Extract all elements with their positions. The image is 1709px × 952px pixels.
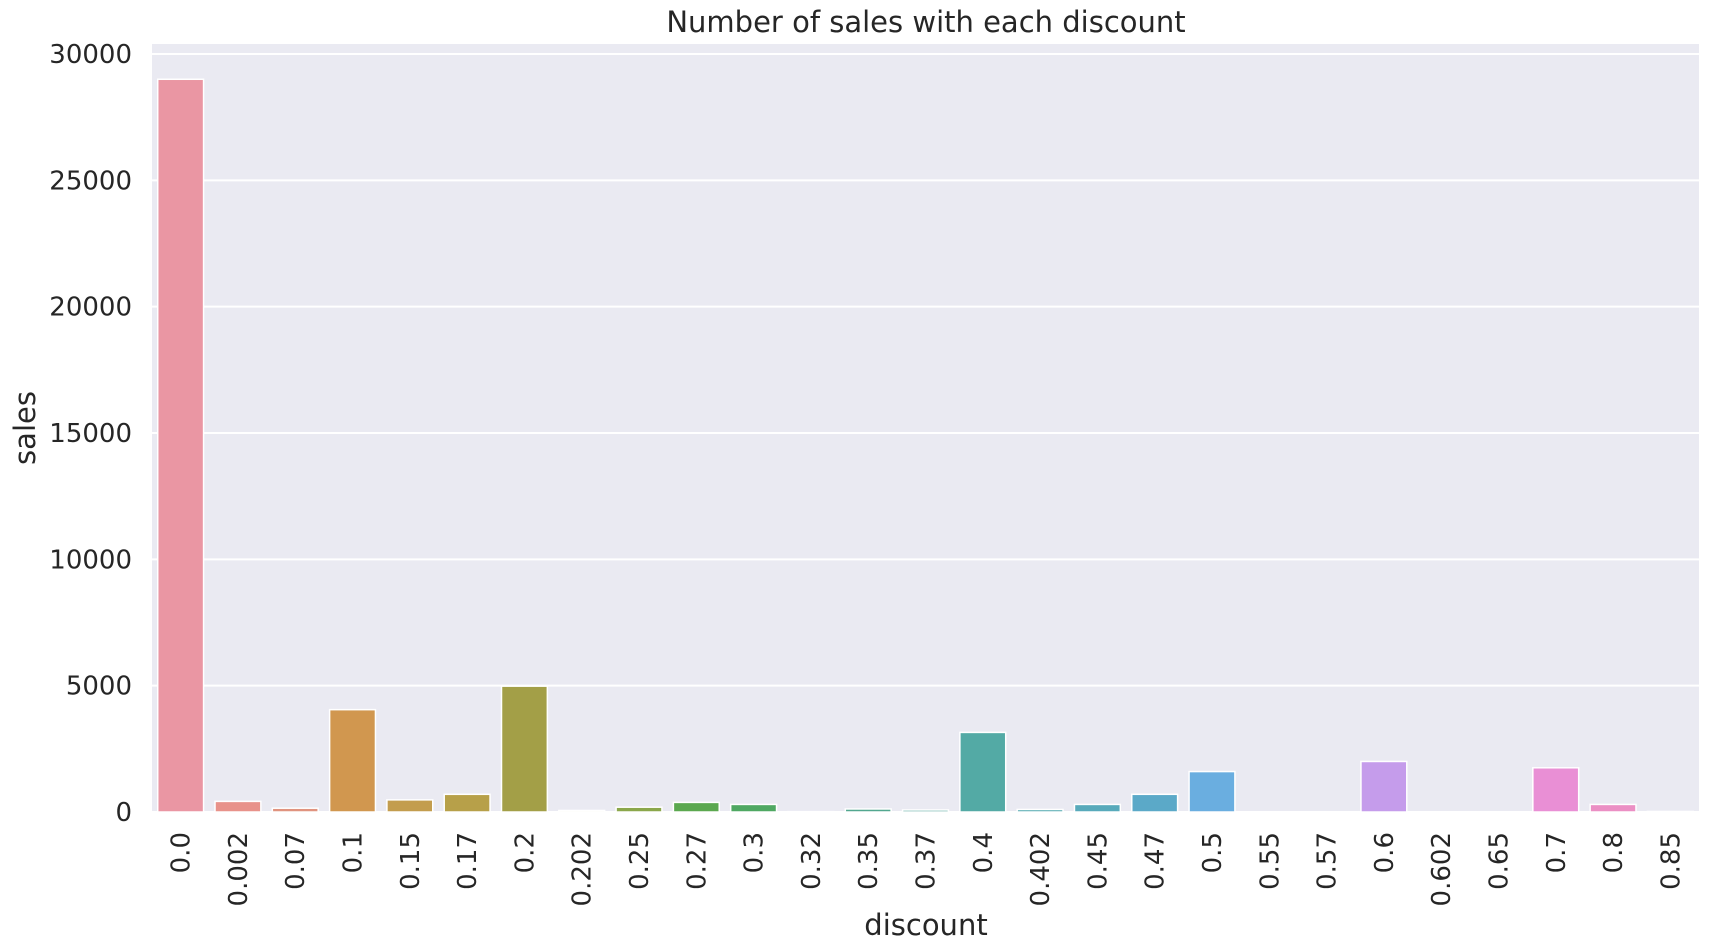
bar-0.402 [1016, 808, 1064, 813]
bar-0.25 [615, 806, 663, 813]
x-tick-labels: 0.0 0.002 0.07 0.1 0.15 0.17 0.2 0.202 0.25 0.27 0… [167, 832, 1687, 906]
bars [156, 78, 1695, 813]
x-tick-label: 0.1 [339, 832, 369, 873]
x-tick-label: 0.7 [1542, 832, 1572, 873]
x-tick-label: 0.85 [1656, 832, 1686, 890]
x-tick-label: 0.47 [1141, 832, 1171, 890]
x-tick-label: 0.17 [453, 832, 483, 890]
x-axis-title: discount [864, 908, 987, 942]
bar-0.85 [1646, 810, 1695, 813]
bar-0.1 [328, 708, 377, 813]
bar-0.7 [1532, 767, 1580, 813]
bar-0.202 [558, 809, 606, 813]
bar-0.45 [1073, 803, 1122, 813]
bar-0.002 [214, 800, 262, 813]
bar-0.2 [500, 685, 549, 813]
bar-0.15 [386, 799, 434, 813]
x-tick-label: 0.402 [1026, 832, 1056, 906]
y-tick-label: 15000 [49, 419, 132, 449]
x-tick-label: 0.37 [912, 832, 942, 890]
x-tick-label: 0.002 [224, 832, 254, 906]
y-tick-labels: 0 5000 10000 15000 20000 25000 30000 [49, 40, 132, 828]
bar-0.47 [1131, 793, 1179, 813]
bar-0.0 [156, 78, 205, 813]
bar-0.27 [672, 801, 720, 813]
x-tick-label: 0.27 [682, 832, 712, 890]
x-tick-label: 0.65 [1484, 832, 1514, 890]
x-tick-label: 0.602 [1427, 832, 1457, 906]
x-tick-label: 0.202 [568, 832, 598, 906]
x-tick-label: 0.32 [797, 832, 827, 890]
bar-0.35 [844, 808, 892, 813]
x-tick-label: 0.45 [1083, 832, 1113, 890]
x-tick-label: 0.2 [510, 832, 540, 873]
x-tick-label: 0.15 [396, 832, 426, 890]
x-tick-label: 0.35 [854, 832, 884, 890]
chart-title: Number of sales with each discount [666, 5, 1185, 39]
plot-background [152, 44, 1699, 812]
x-tick-label: 0.0 [167, 832, 197, 873]
y-tick-label: 20000 [49, 293, 132, 323]
y-tick-label: 30000 [49, 40, 132, 70]
x-tick-label: 0.6 [1370, 832, 1400, 873]
bar-0.8 [1589, 803, 1637, 813]
x-tick-label: 0.5 [1198, 832, 1228, 873]
y-tick-label: 5000 [66, 672, 132, 702]
bar-0.5 [1188, 770, 1236, 813]
bar-0.37 [901, 809, 950, 813]
bar-0.3 [729, 803, 778, 813]
x-tick-label: 0.55 [1255, 832, 1285, 890]
y-tick-label: 0 [115, 798, 132, 828]
bar-0.17 [443, 793, 491, 813]
bar-0.4 [959, 731, 1007, 813]
gridlines [152, 53, 1699, 813]
x-tick-label: 0.8 [1599, 832, 1629, 873]
x-tick-label: 0.4 [969, 832, 999, 873]
x-tick-label: 0.3 [740, 832, 770, 873]
y-axis-title: sales [8, 391, 42, 465]
x-tick-label: 0.07 [281, 832, 311, 890]
x-tick-label: 0.25 [625, 832, 655, 890]
y-tick-label: 10000 [49, 545, 132, 575]
y-tick-label: 25000 [49, 166, 132, 196]
x-tick-label: 0.57 [1313, 832, 1343, 890]
bar-0.6 [1360, 760, 1408, 813]
bar-0.07 [271, 807, 319, 813]
